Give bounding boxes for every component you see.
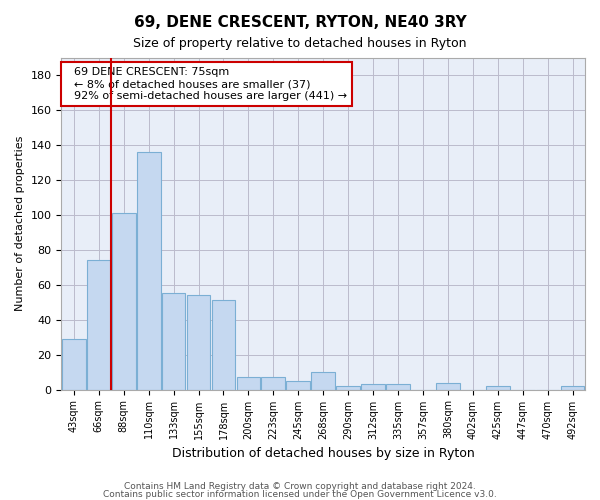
Text: 69, DENE CRESCENT, RYTON, NE40 3RY: 69, DENE CRESCENT, RYTON, NE40 3RY [134, 15, 466, 30]
Bar [311, 372, 335, 390]
Y-axis label: Number of detached properties: Number of detached properties [15, 136, 25, 311]
Bar [386, 384, 410, 390]
Text: Contains HM Land Registry data © Crown copyright and database right 2024.: Contains HM Land Registry data © Crown c… [124, 482, 476, 491]
Bar [286, 381, 310, 390]
Bar [212, 300, 235, 390]
Bar [336, 386, 360, 390]
Bar [361, 384, 385, 390]
Bar [162, 294, 185, 390]
Text: Size of property relative to detached houses in Ryton: Size of property relative to detached ho… [133, 38, 467, 51]
Bar [560, 386, 584, 390]
Bar [187, 295, 211, 390]
Text: 69 DENE CRESCENT: 75sqm
  ← 8% of detached houses are smaller (37)
  92% of semi: 69 DENE CRESCENT: 75sqm ← 8% of detached… [67, 68, 347, 100]
Text: Contains public sector information licensed under the Open Government Licence v3: Contains public sector information licen… [103, 490, 497, 499]
Bar [436, 382, 460, 390]
X-axis label: Distribution of detached houses by size in Ryton: Distribution of detached houses by size … [172, 447, 475, 460]
Bar [486, 386, 509, 390]
Bar [137, 152, 161, 390]
Bar [262, 378, 285, 390]
Bar [87, 260, 110, 390]
Bar [112, 213, 136, 390]
Bar [62, 339, 86, 390]
Bar [236, 378, 260, 390]
